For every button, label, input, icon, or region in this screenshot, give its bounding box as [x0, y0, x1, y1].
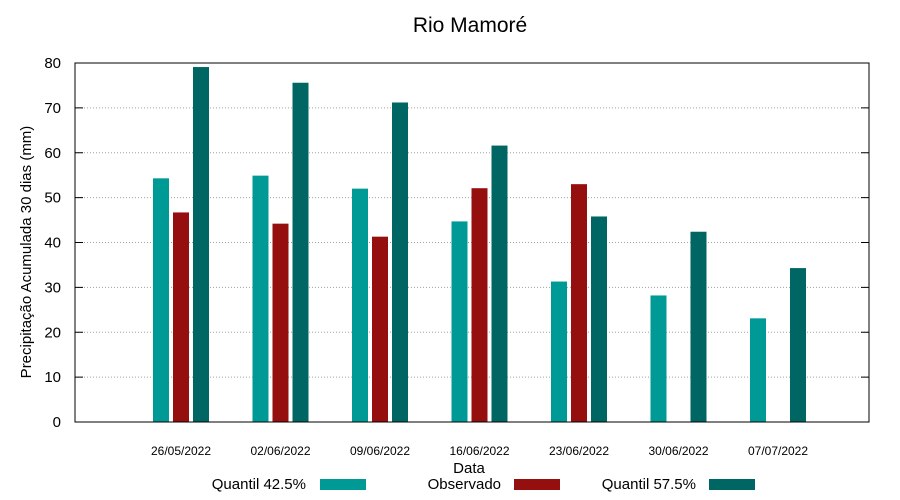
bar-quantil-57-5 — [690, 231, 707, 422]
x-tick-label: 07/07/2022 — [748, 444, 808, 458]
bar-quantil-57-5 — [790, 268, 806, 422]
legend-swatch — [320, 479, 366, 490]
y-axis-label: Precipitação Acumulada 30 dias (mm) — [18, 126, 35, 379]
y-tick-label: 40 — [44, 235, 61, 252]
x-axis-label: Data — [453, 460, 485, 477]
legend-swatch — [709, 479, 755, 490]
bar-observado — [272, 223, 289, 422]
bar-quantil-57-5 — [491, 145, 508, 422]
x-tick-label: 16/06/2022 — [449, 444, 509, 458]
y-tick-label: 10 — [44, 369, 61, 386]
y-tick-label: 0 — [53, 414, 61, 431]
x-tick-label: 30/06/2022 — [648, 444, 708, 458]
x-tick-label: 02/06/2022 — [250, 444, 310, 458]
x-axis-ticks: 26/05/2022 02/06/2022 09/06/2022 16/06/2022… — [151, 444, 808, 458]
bar-observado — [571, 184, 587, 422]
bar-quantil-42-5 — [750, 318, 766, 422]
y-tick-label: 30 — [44, 279, 61, 296]
bar-quantil-42-5 — [352, 188, 368, 422]
bar-quantil-57-5 — [292, 82, 309, 423]
y-axis-ticks: 0 10 20 30 40 50 60 70 80 — [44, 55, 869, 431]
bar-observado — [372, 236, 388, 422]
y-tick-label: 50 — [44, 190, 61, 207]
bar-quantil-42-5 — [252, 175, 269, 422]
bar-observado — [173, 212, 189, 422]
bar-quantil-42-5 — [650, 295, 667, 422]
legend: Quantil 42.5% Observado Quantil 57.5% — [212, 476, 755, 493]
bars — [153, 67, 806, 423]
bar-quantil-42-5 — [551, 281, 567, 422]
x-tick-label: 26/05/2022 — [151, 444, 211, 458]
bar-quantil-57-5 — [193, 67, 209, 422]
x-tick-label: 09/06/2022 — [350, 444, 410, 458]
bar-quantil-42-5 — [451, 221, 468, 422]
legend-label: Observado — [428, 476, 501, 493]
legend-swatch — [514, 479, 560, 490]
legend-label: Quantil 57.5% — [602, 476, 696, 493]
bar-quantil-57-5 — [392, 102, 408, 423]
y-tick-label: 70 — [44, 100, 61, 117]
y-tick-label: 20 — [44, 324, 61, 341]
legend-label: Quantil 42.5% — [212, 476, 306, 493]
x-tick-label: 23/06/2022 — [549, 444, 609, 458]
chart-title: Rio Mamoré — [413, 14, 527, 37]
y-tick-label: 60 — [44, 145, 61, 162]
bar-quantil-42-5 — [153, 178, 169, 422]
y-tick-label: 80 — [44, 55, 61, 72]
bar-quantil-57-5 — [591, 216, 607, 422]
bar-observado — [471, 188, 488, 422]
